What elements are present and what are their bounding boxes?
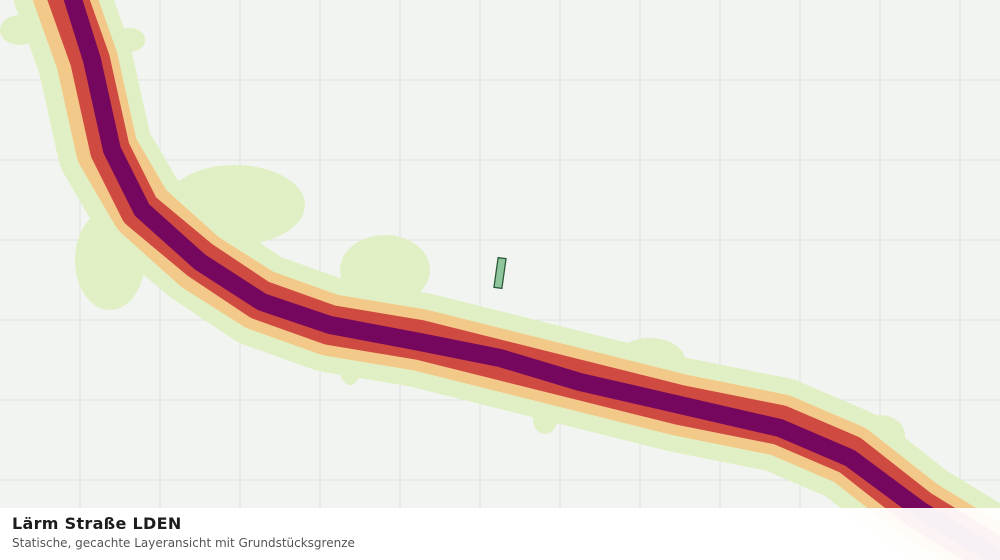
map-title: Lärm Straße LDEN (12, 514, 182, 533)
road-noise (13, 0, 1000, 560)
caption-panel: Lärm Straße LDEN Statische, gecachte Lay… (0, 508, 1000, 560)
map-subtitle: Statische, gecachte Layeransicht mit Gru… (12, 536, 355, 550)
parcel-boundary (493, 256, 507, 290)
